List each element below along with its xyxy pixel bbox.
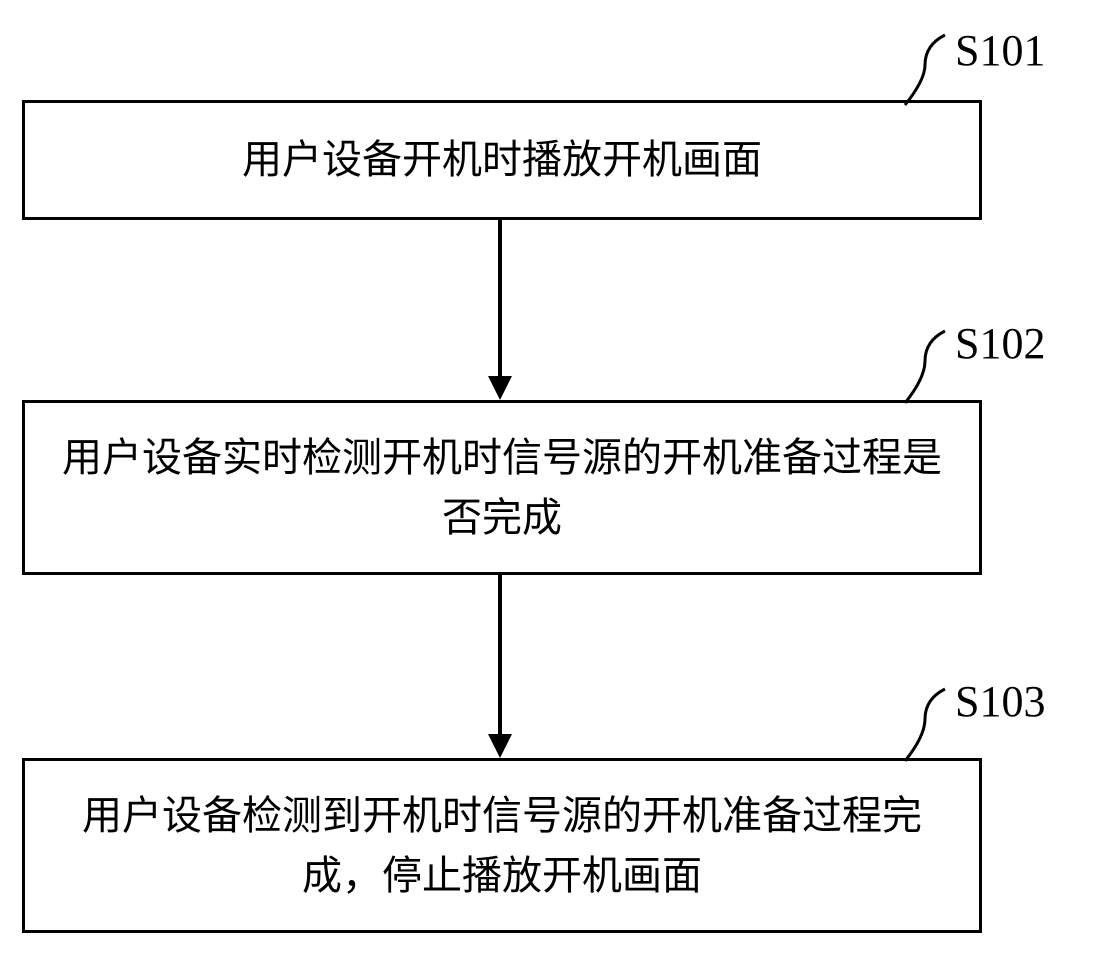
step-text-s102: 用户设备实时检测开机时信号源的开机准备过程是否完成	[50, 428, 954, 548]
arrow-line-2	[498, 575, 502, 734]
arrow-line-1	[498, 220, 502, 376]
step-label-s103: S103	[955, 676, 1045, 727]
step-text-s103: 用户设备检测到开机时信号源的开机准备过程完成，停止播放开机画面	[50, 786, 954, 906]
step-box-s103: 用户设备检测到开机时信号源的开机准备过程完成，停止播放开机画面	[22, 758, 982, 933]
step-box-s102: 用户设备实时检测开机时信号源的开机准备过程是否完成	[22, 400, 982, 575]
step-label-s101: S101	[955, 25, 1045, 76]
arrow-head-1	[488, 376, 512, 400]
step-box-s101: 用户设备开机时播放开机画面	[22, 100, 982, 220]
step-text-s101: 用户设备开机时播放开机画面	[242, 130, 762, 190]
arrow-head-2	[488, 734, 512, 758]
step-label-s102: S102	[955, 318, 1045, 369]
flowchart-container: 用户设备开机时播放开机画面 S101 用户设备实时检测开机时信号源的开机准备过程…	[0, 0, 1104, 955]
